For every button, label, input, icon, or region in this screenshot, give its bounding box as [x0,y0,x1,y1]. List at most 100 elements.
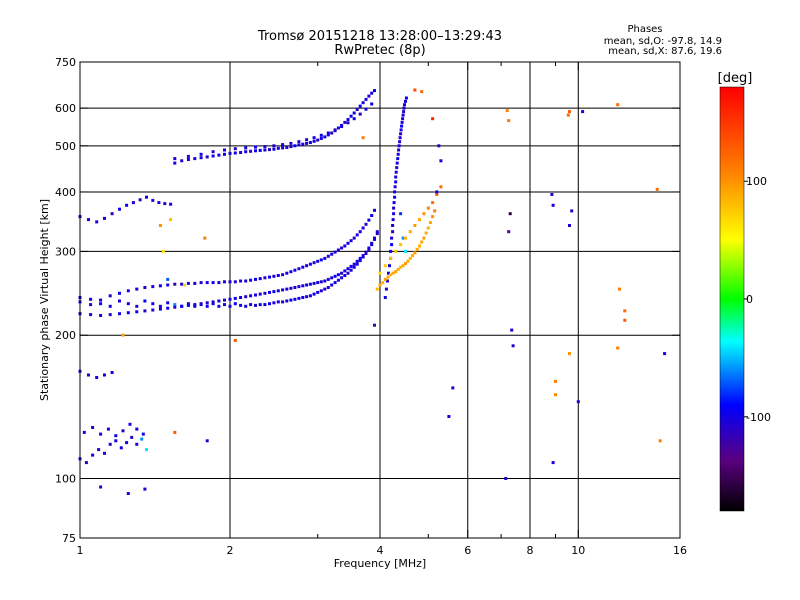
colorbar-ticks: -100 0 100 [744,175,771,424]
data-point [301,265,305,269]
data-point [505,109,509,113]
data-point [396,267,400,271]
data-point [415,247,419,251]
data-point [180,282,184,286]
data-point [370,214,374,217]
data-point [431,215,435,219]
data-point [118,299,121,303]
data-point [395,166,399,170]
data-point [158,304,162,308]
data-point [402,106,406,110]
data-point [570,209,574,213]
data-point [263,148,267,152]
y-tick-label: 750 [55,56,76,69]
data-point [108,313,112,317]
data-point [383,264,387,268]
x-tick-label: 6 [464,544,471,557]
data-point [173,430,177,434]
data-point [340,276,344,280]
data-point [404,249,407,253]
data-point [305,295,309,299]
data-point [401,117,405,121]
data-point [308,262,312,266]
data-point [383,277,387,281]
data-point [663,352,667,356]
data-points [78,88,667,495]
data-point [263,291,267,295]
data-point [193,304,197,308]
data-point [166,301,170,305]
data-point [87,373,90,377]
data-point [258,303,262,307]
data-point [364,222,368,226]
data-point [293,268,297,272]
data-point [173,303,177,307]
data-point [217,153,221,157]
data-point [272,301,276,305]
data-point [352,117,356,121]
data-point [143,286,147,289]
data-point [378,271,382,275]
data-point [91,453,95,457]
data-point [393,185,397,189]
data-point [402,110,406,114]
data-point [135,287,139,291]
data-point [389,256,393,260]
x-tick-label: 2 [227,544,234,557]
data-point [289,286,293,290]
data-point [285,271,289,275]
data-point [228,280,232,284]
data-point [151,302,155,306]
data-point [399,243,403,247]
data-point [233,147,237,151]
data-point [396,157,400,161]
data-point [254,303,257,307]
data-point [323,256,327,260]
data-point [431,201,435,205]
data-point [276,300,280,304]
data-point [285,299,289,303]
data-point [233,339,237,342]
data-point [173,161,177,165]
data-point [349,264,353,268]
data-point [404,236,407,240]
data-point [180,159,184,163]
data-point [166,277,170,281]
data-point [233,280,237,284]
data-point [343,274,347,277]
data-point [244,146,248,150]
data-point [89,297,93,301]
data-point [141,432,145,436]
data-point [394,170,398,174]
data-point [143,487,147,491]
data-point [180,304,184,308]
data-point [126,492,130,495]
data-point [370,102,374,106]
y-tick-label: 400 [55,186,76,199]
data-point [223,280,226,284]
data-point [384,287,388,291]
data-point [451,386,455,390]
data-point [326,133,330,137]
data-point [418,218,421,222]
data-point [244,279,248,283]
data-point [358,256,362,260]
data-point [99,298,103,302]
data-point [305,138,309,142]
data-point [254,145,257,149]
data-point [118,312,121,316]
data-point [352,236,356,240]
data-point [186,303,190,307]
data-point [333,250,337,254]
data-point [333,128,337,132]
data-point [87,218,90,222]
data-point [276,146,280,150]
data-point [550,193,554,196]
data-point [205,439,209,443]
data-point [355,262,359,266]
data-point [418,244,421,248]
data-point [390,236,394,240]
data-point [268,275,271,279]
data-point [239,151,243,154]
data-point [193,281,197,285]
